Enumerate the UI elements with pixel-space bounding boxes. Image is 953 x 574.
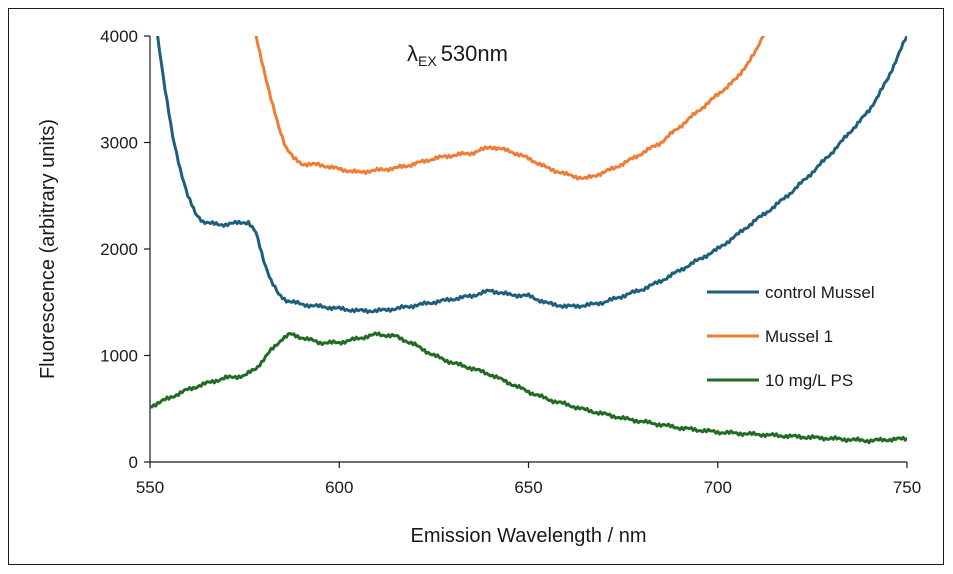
x-tick-label: 600 bbox=[325, 478, 353, 497]
series-line-2 bbox=[254, 36, 765, 181]
annotation-subscript: EX bbox=[418, 53, 437, 69]
x-axis-title: Emission Wavelength / nm bbox=[410, 525, 646, 547]
legend-label-3: 10 mg/L PS bbox=[765, 371, 853, 390]
legend-label-2: Mussel 1 bbox=[765, 327, 833, 346]
x-tick-label: 550 bbox=[136, 478, 164, 497]
y-axis-title: Fluorescence (arbitrary units) bbox=[37, 119, 59, 379]
line-chart: 550 600 650 700 750 0 1000 2000 3000 4000 λEX 530n… bbox=[37, 27, 921, 547]
y-tick-label: 2000 bbox=[100, 240, 138, 259]
y-tick-label: 1000 bbox=[100, 347, 138, 366]
series-lines bbox=[150, 36, 907, 445]
y-tick-label: 0 bbox=[129, 453, 138, 472]
annotation-value: 530nm bbox=[441, 41, 508, 66]
chart-frame: 550 600 650 700 750 0 1000 2000 3000 4000 λEX 530n… bbox=[8, 8, 944, 565]
legend-label-1: control Mussel bbox=[765, 283, 875, 302]
x-tick-label: 700 bbox=[704, 478, 732, 497]
excitation-annotation: λEX 530nm bbox=[407, 41, 508, 69]
axes: 550 600 650 700 750 0 1000 2000 3000 4000 bbox=[100, 27, 921, 497]
series-line-1 bbox=[156, 36, 907, 314]
x-tick-label: 650 bbox=[514, 478, 542, 497]
series-line-3 bbox=[150, 331, 907, 445]
y-tick-label: 3000 bbox=[100, 134, 138, 153]
legend: control Mussel Mussel 1 10 mg/L PS bbox=[707, 283, 875, 390]
y-tick-label: 4000 bbox=[100, 27, 138, 46]
annotation-lambda: λ bbox=[407, 41, 418, 66]
x-tick-label: 750 bbox=[893, 478, 921, 497]
